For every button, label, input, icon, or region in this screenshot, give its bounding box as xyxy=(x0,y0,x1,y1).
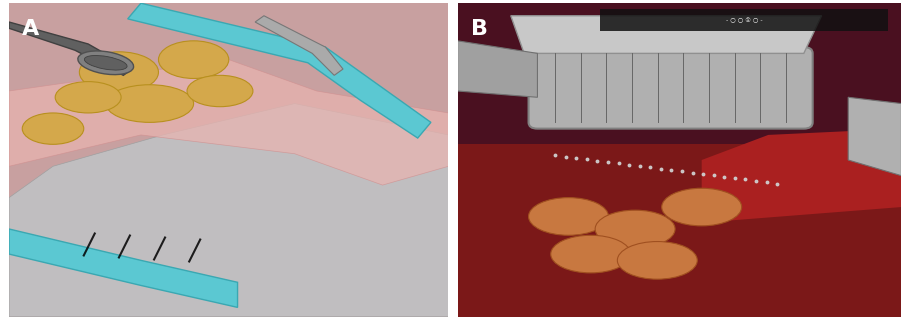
Text: - ○ ○ ① ○ -: - ○ ○ ① ○ - xyxy=(726,18,762,23)
Text: A: A xyxy=(23,19,40,39)
FancyBboxPatch shape xyxy=(458,3,901,317)
FancyBboxPatch shape xyxy=(600,10,888,31)
FancyBboxPatch shape xyxy=(528,47,813,129)
Polygon shape xyxy=(9,104,448,317)
Ellipse shape xyxy=(55,82,121,113)
Ellipse shape xyxy=(159,41,228,78)
Polygon shape xyxy=(458,41,537,97)
Ellipse shape xyxy=(80,52,159,92)
Ellipse shape xyxy=(661,188,742,226)
Polygon shape xyxy=(511,16,822,53)
Text: B: B xyxy=(471,19,487,39)
Polygon shape xyxy=(458,3,901,144)
Ellipse shape xyxy=(595,210,675,248)
Ellipse shape xyxy=(84,55,127,70)
FancyBboxPatch shape xyxy=(9,3,448,317)
Ellipse shape xyxy=(78,51,133,75)
Ellipse shape xyxy=(551,235,631,273)
Ellipse shape xyxy=(528,198,609,235)
Polygon shape xyxy=(255,16,343,75)
Polygon shape xyxy=(9,60,448,185)
Polygon shape xyxy=(9,22,132,75)
Ellipse shape xyxy=(187,75,253,107)
Ellipse shape xyxy=(23,113,83,144)
Ellipse shape xyxy=(617,242,698,279)
Polygon shape xyxy=(128,3,431,138)
Polygon shape xyxy=(702,129,901,223)
Ellipse shape xyxy=(106,85,194,122)
Polygon shape xyxy=(848,97,901,176)
Polygon shape xyxy=(9,229,237,308)
